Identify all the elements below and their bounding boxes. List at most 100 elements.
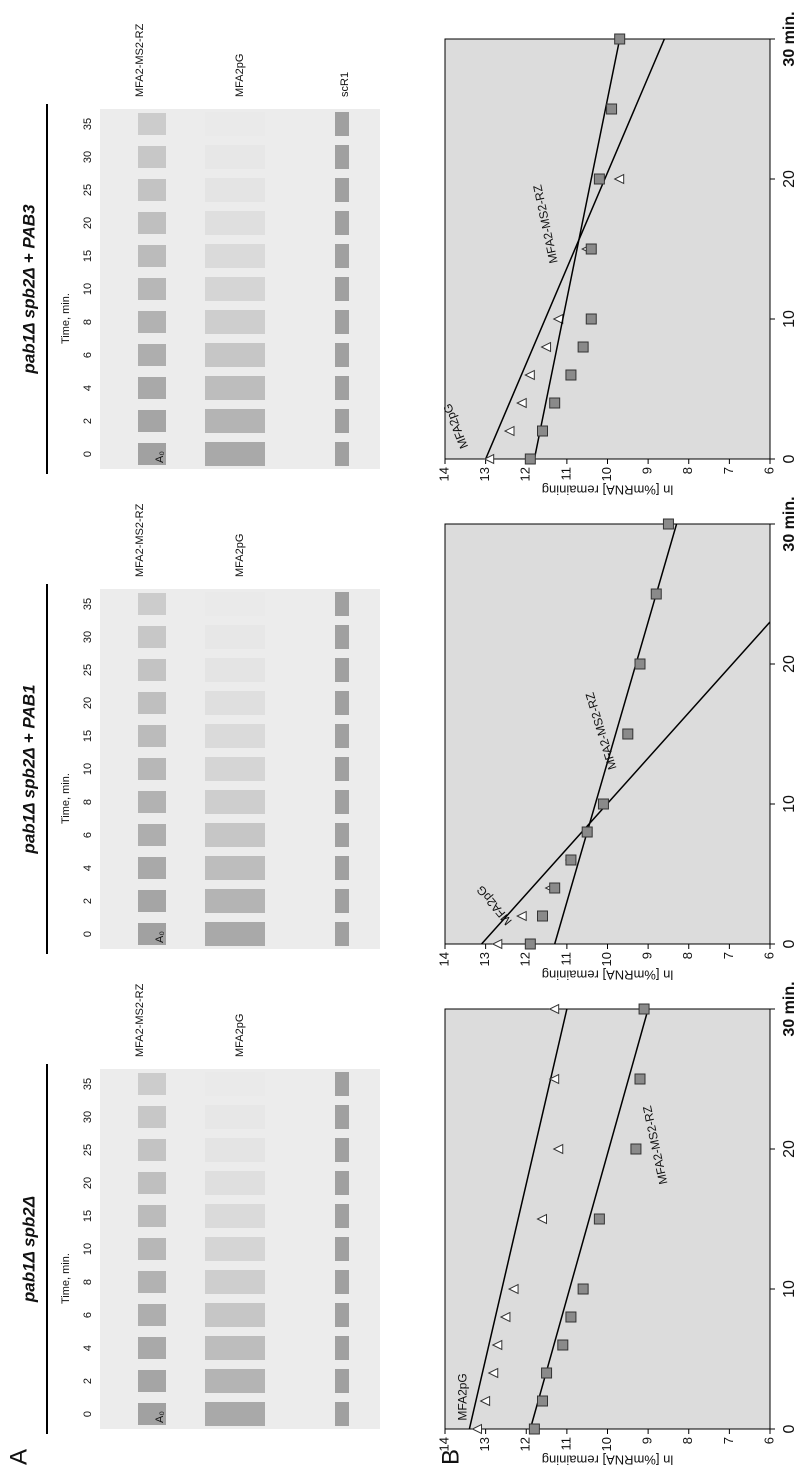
data-point [565,369,577,381]
gel-band [335,1237,349,1261]
data-point [537,425,548,437]
time-label: Time, min. [60,773,72,824]
y-tick-label: 13 [477,467,492,481]
gel-band [138,1337,166,1359]
gel-band [138,1370,166,1392]
time-point: 0 [82,931,94,937]
gel-band [205,244,265,268]
time-point: 30 [82,631,94,643]
y-tick-label: 13 [477,1437,492,1451]
x-tick-label: 30 min. [781,11,798,66]
gel-band [335,592,349,616]
y-axis-title: ln [%mRNA] remaining [542,1453,674,1468]
time-point: 2 [82,418,94,424]
gel-band [138,1139,166,1161]
data-point [650,588,662,600]
time-point: 30 [82,151,94,163]
time-point: 25 [82,184,94,196]
gel-band [205,1204,265,1228]
data-point [593,173,605,185]
gel-band [138,146,166,168]
gel-band [335,757,349,781]
gel-band [138,1238,166,1260]
time-point: 10 [82,283,94,295]
time-point: 25 [82,1144,94,1156]
data-point [557,1339,569,1351]
data-point [581,826,593,838]
gel-band [138,179,166,201]
data-point [548,1003,560,1015]
gel-band [205,343,265,367]
gel-band [138,278,166,300]
gel-band [138,725,166,747]
gel-band [205,1369,265,1393]
gel-band [335,1138,349,1162]
y-tick-label: 7 [721,952,736,959]
fit-line [481,621,770,944]
gel-image [100,1069,380,1429]
gel-band [335,1336,349,1360]
data-point [593,1213,605,1225]
gel-band [205,1237,265,1261]
y-tick-label: 11 [558,1437,573,1451]
gel-band [335,1171,349,1195]
y-tick-label: 11 [558,952,573,966]
data-point [528,1423,540,1435]
data-point [479,1395,491,1407]
x-tick-label: 10 [781,795,798,813]
gel-band [335,145,349,169]
gel-band [138,410,166,432]
gel-band [335,658,349,682]
gel-band [205,592,265,616]
y-tick-label: 11 [558,467,573,481]
time-point: 0 [82,1411,94,1417]
series-label: MFA2pG [455,1373,469,1420]
time-point: 30 [82,1111,94,1123]
gel-band [138,212,166,234]
gel-band [205,790,265,814]
gel-band [138,377,166,399]
y-tick-label: 6 [761,1437,776,1444]
gel-band [335,310,349,334]
time-label: Time, min. [60,293,72,344]
gel-band [335,442,349,466]
gel-band [138,1106,166,1128]
gel-band [205,625,265,649]
gel-band [205,376,265,400]
data-point [585,243,597,255]
gel-band [205,310,265,334]
data-point [638,1003,650,1015]
time-point: 6 [82,832,94,838]
y-axis-title: ln [%mRNA] remaining [542,483,674,498]
time-point: 4 [82,865,94,871]
y-tick-label: 14 [436,467,451,481]
gel-band [205,1138,265,1162]
data-point [487,1367,499,1379]
x-tick-label: 20 [781,655,798,673]
y-tick-label: 8 [680,1437,695,1444]
gel-band [138,1271,166,1293]
gel-band [335,244,349,268]
x-tick-label: 20 [781,1140,798,1158]
gel-band [138,1172,166,1194]
gel-marker: A₀ [154,931,166,943]
data-point [549,882,561,894]
gel-band [138,344,166,366]
gel-band [335,211,349,235]
gel-band [138,593,166,615]
gel-band [205,724,265,748]
gel-band [205,1336,265,1360]
gel-band [138,758,166,780]
x-tick-label: 30 min. [781,496,798,551]
gel-band [335,1303,349,1327]
gel-band [335,691,349,715]
band-label: MFA2-MS2-RZ [134,23,146,97]
y-tick-label: 8 [680,952,695,959]
time-point: 2 [82,1378,94,1384]
y-tick-label: 10 [599,467,614,481]
data-point [606,103,618,115]
data-point [577,1283,589,1295]
x-tick-label: 0 [781,939,798,948]
gel-image [100,589,380,949]
data-point [622,728,634,740]
